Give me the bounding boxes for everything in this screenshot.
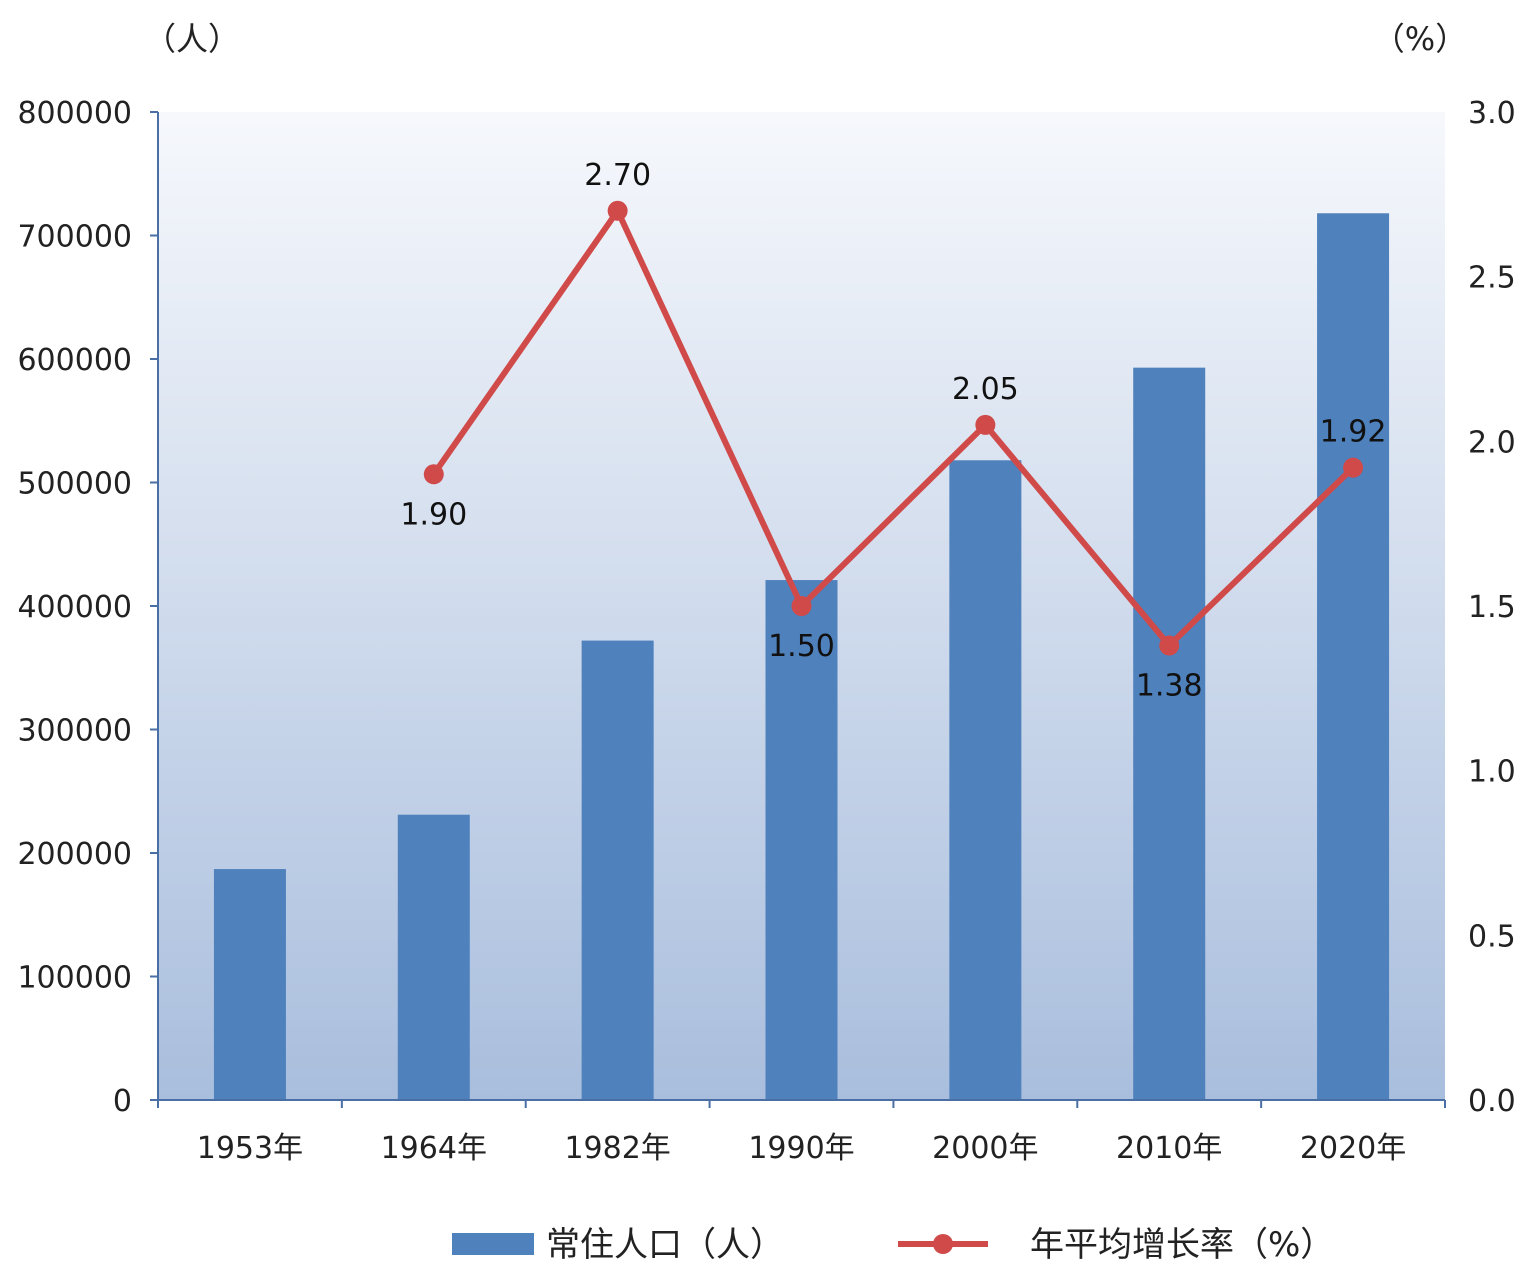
bar-1964年 — [397, 814, 470, 1100]
x-tick-label: 2000年 — [932, 1131, 1038, 1166]
labels-layer: 1.90 2.70 1.50 2.05 1.38 1.92 — [400, 158, 1386, 704]
bars-layer — [213, 213, 1390, 1100]
growth-rate-label: 1.90 — [400, 497, 467, 532]
bar-1982年 — [581, 640, 654, 1100]
growth-rate-point — [423, 464, 444, 485]
x-tick-label: 1964年 — [381, 1131, 487, 1166]
growth-rate-label: 1.92 — [1320, 415, 1387, 450]
growth-rate-label: 2.05 — [952, 372, 1019, 407]
left-tick-label: 200000 — [17, 837, 132, 872]
x-tick-label: 2010年 — [1116, 1131, 1222, 1166]
axes-layer: 0 100000 200000 300000 400000 500000 600000 700… — [17, 20, 1515, 1166]
line-layer — [423, 200, 1364, 656]
right-tick-label: 0.5 — [1468, 919, 1516, 954]
bar-1953年 — [213, 869, 286, 1100]
bar-2000年 — [949, 460, 1022, 1100]
legend: 常住人口（人） 年平均增长率（%） — [452, 1225, 1334, 1265]
growth-rate-point — [607, 200, 628, 221]
legend-label-bar: 常住人口（人） — [546, 1225, 784, 1265]
right-tick-label: 0.0 — [1468, 1084, 1516, 1119]
left-tick-label: 300000 — [17, 714, 132, 749]
growth-rate-label: 2.70 — [584, 158, 651, 193]
x-tick-label: 1982年 — [564, 1131, 670, 1166]
left-tick-label: 500000 — [17, 467, 132, 502]
left-tick-label: 100000 — [17, 961, 132, 996]
right-tick-label: 1.0 — [1468, 755, 1516, 790]
right-axis-unit: （%） — [1373, 20, 1467, 58]
left-tick-label: 600000 — [17, 343, 132, 378]
left-tick-label: 0 — [113, 1084, 132, 1119]
left-tick-label: 700000 — [17, 220, 132, 255]
left-tick-label: 400000 — [17, 590, 132, 625]
bar-1990年 — [765, 580, 838, 1100]
right-tick-label: 2.0 — [1468, 425, 1516, 460]
growth-rate-point — [791, 596, 812, 616]
growth-rate-point — [1343, 457, 1364, 478]
right-tick-label: 3.0 — [1468, 96, 1516, 131]
growth-rate-point — [1159, 635, 1180, 656]
right-tick-label: 2.5 — [1468, 261, 1516, 296]
growth-rate-line — [431, 207, 1356, 649]
legend-label-line: 年平均增长率（%） — [1030, 1225, 1334, 1265]
bar-2020年 — [1317, 213, 1390, 1100]
x-tick-label: 1990年 — [748, 1131, 854, 1166]
growth-rate-point — [975, 414, 996, 435]
right-tick-label: 1.5 — [1468, 590, 1516, 625]
bar-2010年 — [1133, 367, 1206, 1100]
legend-swatch-bar — [452, 1233, 534, 1255]
left-tick-label: 800000 — [17, 96, 132, 131]
growth-rate-label: 1.50 — [768, 629, 835, 664]
x-tick-label: 1953年 — [197, 1131, 303, 1166]
x-tick-label: 2020年 — [1300, 1131, 1406, 1166]
growth-rate-label: 1.38 — [1136, 669, 1203, 704]
legend-swatch-marker — [933, 1234, 953, 1254]
left-axis-unit: （人） — [144, 20, 240, 58]
